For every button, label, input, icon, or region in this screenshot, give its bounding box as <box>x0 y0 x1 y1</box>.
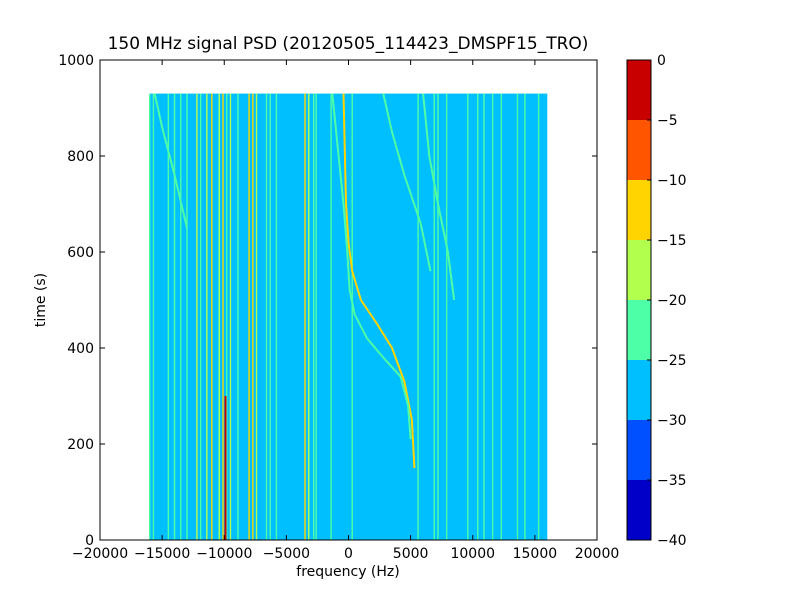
y-tick-label: 600 <box>67 245 94 261</box>
y-tick-label: 1000 <box>58 53 94 69</box>
colorbar-tick-label: −25 <box>657 353 687 369</box>
y-tick-label: 800 <box>67 149 94 165</box>
colorbar-tick-label: −30 <box>657 413 687 429</box>
signal-chirp <box>422 93 456 301</box>
colorbar-band <box>627 60 651 120</box>
y-tick-label: 200 <box>67 437 94 453</box>
signal-chirps <box>153 93 456 469</box>
colorbar-tick-label: −40 <box>657 533 687 549</box>
x-tick-label: 15000 <box>513 546 558 562</box>
signal-chirp <box>382 93 432 272</box>
signal-chirp <box>342 93 416 469</box>
x-tick-label: −15000 <box>134 546 190 562</box>
x-tick-label: 5000 <box>393 546 429 562</box>
colorbar-tick-label: −15 <box>657 233 687 249</box>
y-axis: 0 200 400 600 800 1000 <box>58 53 597 549</box>
heatmap-background <box>149 93 548 540</box>
x-tick-label: −5000 <box>263 546 310 562</box>
colorbar-band <box>627 420 651 480</box>
x-axis: −20000 −15000 −10000 −5000 0 5000 10000 15000 20… <box>72 60 619 562</box>
x-axis-label: frequency (Hz) <box>296 564 399 580</box>
colorbar-band <box>627 240 651 300</box>
y-axis-label: time (s) <box>33 273 49 327</box>
colorbar: 0 −5 −10 −15 −20 −25 −30 −35 −40 <box>626 53 687 549</box>
x-tick-label: −20000 <box>72 546 128 562</box>
colorbar-tick-label: 0 <box>657 53 666 69</box>
x-tick-label: 0 <box>344 546 353 562</box>
colorbar-tick-label: −35 <box>657 473 687 489</box>
signal-chirp <box>331 93 412 440</box>
x-tick-label: 20000 <box>575 546 620 562</box>
colorbar-band <box>627 300 651 360</box>
plot-area <box>148 93 548 540</box>
chart-title: 150 MHz signal PSD (20120505_114423_DMSP… <box>108 34 589 54</box>
x-tick-label: −10000 <box>196 546 252 562</box>
colorbar-tick-label: −10 <box>657 173 687 189</box>
x-tick-label: 10000 <box>450 546 495 562</box>
signal-lines <box>148 93 540 540</box>
colorbar-band <box>627 480 651 540</box>
colorbar-band <box>627 180 651 240</box>
signal-chirp <box>153 93 188 229</box>
colorbar-band <box>627 120 651 180</box>
colorbar-band <box>627 360 651 420</box>
colorbar-tick-label: −5 <box>657 113 678 129</box>
y-tick-label: 0 <box>85 533 94 549</box>
y-tick-label: 400 <box>67 341 94 357</box>
colorbar-tick-label: −20 <box>657 293 687 309</box>
